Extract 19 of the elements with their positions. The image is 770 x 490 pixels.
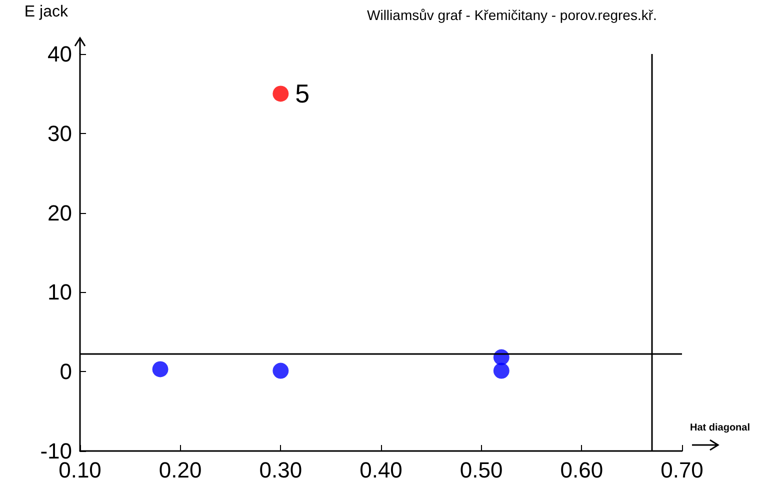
x-tick-label: 0.60 [560, 458, 604, 482]
y-tick-label: 40 [48, 42, 72, 66]
chart-subtitle: Williamsův graf - Křemičitany - porov.regres.kř. [367, 7, 657, 23]
point [493, 362, 510, 379]
x-tick-label: 0.70 [660, 458, 704, 482]
y-tick-label: 30 [48, 120, 72, 146]
y-tick-label: 10 [48, 280, 72, 305]
y-tick-label: 20 [48, 200, 72, 226]
x-tick-label: 0.50 [460, 458, 503, 482]
x-tick-label: 0.40 [360, 458, 402, 482]
point [272, 86, 289, 102]
x-tick-label: 0.20 [158, 458, 202, 482]
y-axis-title: E jack [24, 4, 69, 20]
x-tick-label: 0.30 [259, 458, 302, 482]
point [272, 362, 289, 379]
annotation: 5 [295, 78, 310, 109]
y-tick-label: 0 [60, 359, 72, 384]
x-axis-title: Hat diagonal [690, 422, 750, 434]
point [152, 361, 168, 378]
